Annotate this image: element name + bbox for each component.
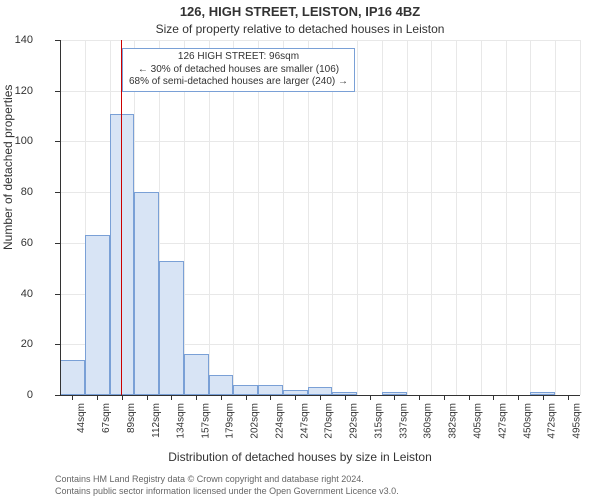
x-tick-label: 270sqm [324,403,335,439]
histogram-bar [209,375,234,395]
gridline [184,40,185,395]
x-tick-label: 450sqm [522,403,533,439]
page-title: 126, HIGH STREET, LEISTON, IP16 4BZ [0,4,600,19]
x-tick [345,395,346,400]
x-tick [518,395,519,400]
x-tick-label: 427sqm [497,403,508,439]
x-tick [419,395,420,400]
x-tick [493,395,494,400]
histogram-bar [258,385,283,395]
y-tick-label: 60 [21,237,33,249]
y-tick-label: 20 [21,338,33,350]
gridline [506,40,507,395]
x-tick-label: 134sqm [175,403,186,439]
x-tick [270,395,271,400]
gridline [60,40,580,41]
y-axis-label: Number of detached properties [1,85,15,250]
x-tick [122,395,123,400]
x-tick-label: 224sqm [274,403,285,439]
annotation-line: 68% of semi-detached houses are larger (… [129,76,348,89]
x-tick [394,395,395,400]
gridline [382,40,383,395]
gridline [332,40,333,395]
gridline [258,40,259,395]
x-tick [444,395,445,400]
x-tick-label: 405sqm [473,403,484,439]
x-tick [370,395,371,400]
gridline [308,40,309,395]
x-tick-label: 360sqm [423,403,434,439]
x-tick [543,395,544,400]
x-tick-label: 112sqm [151,403,162,438]
y-tick-label: 40 [21,288,33,300]
histogram-bar [308,387,333,395]
page-subtitle: Size of property relative to detached ho… [0,22,600,36]
x-tick [246,395,247,400]
gridline [580,40,581,395]
x-tick-label: 67sqm [101,403,112,433]
y-tick-label: 120 [15,85,33,97]
x-tick-label: 315sqm [374,403,385,439]
x-tick [295,395,296,400]
gridline [60,141,580,142]
attribution-line-2: Contains public sector information licen… [55,486,399,496]
histogram-bar [233,385,258,395]
y-tick-label: 0 [27,389,33,401]
x-tick-label: 179sqm [225,403,236,439]
gridline [431,40,432,395]
x-tick [147,395,148,400]
y-axis-line [60,40,61,395]
attribution-line-1: Contains HM Land Registry data © Crown c… [55,474,364,484]
histogram-bar [85,235,110,395]
x-tick-label: 202sqm [250,403,261,439]
x-tick-label: 495sqm [572,403,583,439]
x-tick-label: 157sqm [200,403,211,439]
x-tick [320,395,321,400]
gridline [481,40,482,395]
x-tick [568,395,569,400]
gridline [456,40,457,395]
annotation-line: ← 30% of detached houses are smaller (10… [129,64,348,77]
gridline [233,40,234,395]
x-tick-label: 89sqm [126,403,137,433]
gridline [209,40,210,395]
gridline [357,40,358,395]
gridline [407,40,408,395]
gridline [530,40,531,395]
y-tick-label: 80 [21,186,33,198]
histogram-bar [184,354,209,395]
annotation-box: 126 HIGH STREET: 96sqm← 30% of detached … [122,48,355,92]
x-tick-label: 382sqm [448,403,459,439]
x-tick [221,395,222,400]
x-tick-label: 337sqm [398,403,409,439]
x-tick [97,395,98,400]
x-tick-label: 292sqm [349,403,360,439]
x-tick [196,395,197,400]
x-tick [72,395,73,400]
histogram-bar [159,261,184,395]
y-tick-label: 140 [15,34,33,46]
x-tick-label: 44sqm [76,403,87,433]
gridline [283,40,284,395]
histogram-bar [134,192,159,395]
x-tick-label: 247sqm [299,403,310,439]
x-tick-label: 472sqm [547,403,558,439]
y-tick-label: 100 [15,135,33,147]
histogram-bar [110,114,135,395]
chart-plot-area: 02040608010012014044sqm67sqm89sqm112sqm1… [60,40,580,395]
x-axis-label: Distribution of detached houses by size … [0,450,600,464]
gridline [555,40,556,395]
x-tick [171,395,172,400]
histogram-bar [60,360,85,396]
reference-line [121,40,122,395]
annotation-line: 126 HIGH STREET: 96sqm [129,51,348,64]
x-tick [469,395,470,400]
